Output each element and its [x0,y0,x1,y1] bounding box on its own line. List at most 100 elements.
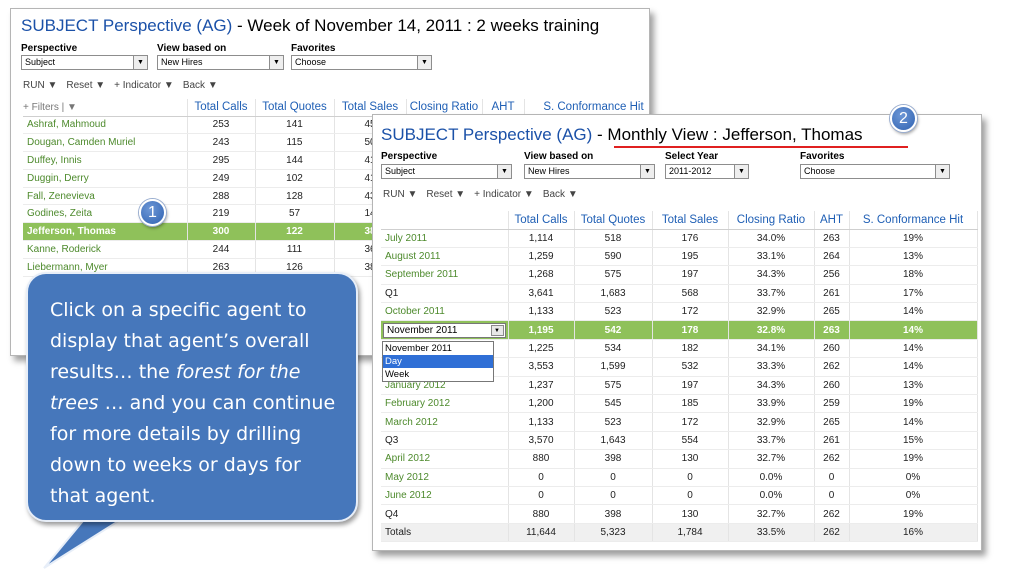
run-button[interactable]: RUN ▼ [23,80,58,91]
column-header[interactable]: Total Quotes [574,211,653,230]
period-row[interactable]: November 2011 ▼ 1,195 542 178 32.8% 263 14% [381,320,978,340]
column-header[interactable]: S. Conformance Hit [849,211,978,230]
total-calls-cell: 249 [187,169,256,188]
total-calls-cell: 11,644 [508,523,575,543]
totals-row[interactable]: Totals 11,644 5,323 1,784 33.5% 262 16% [381,523,978,543]
aht-cell: 261 [814,284,850,304]
conformance-cell: 18% [849,265,978,285]
column-header[interactable]: Total Sales [652,211,729,230]
aht-cell: 256 [814,265,850,285]
period-row[interactable]: January 2012 1,237 575 197 34.3% 260 13% [381,376,978,396]
period-row[interactable]: June 2012 0 0 0 0.0% 0 0% [381,486,978,506]
window2-title: SUBJECT Perspective (AG) - Monthly View … [381,125,863,144]
column-header[interactable]: S. Conformance Hit [524,99,649,117]
title-underline [614,146,908,148]
column-header[interactable]: AHT [482,99,525,117]
chevron-down-icon[interactable]: ▼ [490,324,504,336]
total-sales-cell: 532 [652,357,729,377]
period-dropdown-menu[interactable]: November 2011 Day Week [382,341,494,382]
column-header[interactable]: Total Quotes [255,99,335,117]
closing-ratio-cell: 33.5% [728,523,815,543]
total-quotes-cell: 144 [255,151,335,170]
total-calls-cell: 300 [187,222,256,242]
period-row[interactable]: March 2012 1,133 523 172 32.9% 265 14% [381,412,978,432]
column-header[interactable]: Total Sales [334,99,407,117]
column-header[interactable]: AHT [814,211,850,230]
monthly-table: Total Calls Total Quotes Total Sales Clo… [381,211,978,543]
filters-button[interactable]: + Filters | ▼ [23,99,188,117]
total-sales-cell: 1,784 [652,523,729,543]
total-calls-cell: 1,259 [508,247,575,267]
aht-cell: 264 [814,247,850,267]
conformance-cell: 19% [849,504,978,524]
favorites-select[interactable]: Choose ▼ [800,164,950,179]
perspective-select[interactable]: Subject ▼ [21,55,148,70]
perspective-select[interactable]: Subject ▼ [381,164,512,179]
total-calls-cell: 880 [508,449,575,469]
period-name: Totals [381,523,509,543]
favorites-select[interactable]: Choose ▼ [291,55,432,70]
total-calls-cell: 1,133 [508,412,575,432]
chevron-down-icon[interactable]: ▼ [497,165,511,178]
closing-ratio-cell: 32.8% [728,320,815,340]
total-calls-cell: 1,268 [508,265,575,285]
indicator-button[interactable]: + Indicator ▼ [114,80,174,91]
conformance-cell: 19% [849,229,978,248]
closing-ratio-cell: 32.7% [728,449,815,469]
window2-toolbar: RUN ▼ Reset ▼ + Indicator ▼ Back ▼ [383,189,587,200]
reset-button[interactable]: Reset ▼ [66,80,106,91]
chevron-down-icon[interactable]: ▼ [133,56,147,69]
period-row[interactable]: July 2011 1,114 518 176 34.0% 263 19% [381,229,978,248]
aht-cell: 265 [814,302,850,322]
chevron-down-icon[interactable]: ▼ [640,165,654,178]
total-quotes-cell: 590 [574,247,653,267]
period-name: October 2011 [381,302,509,322]
aht-cell: 262 [814,357,850,377]
total-quotes-cell: 398 [574,504,653,524]
column-header[interactable]: Total Calls [508,211,575,230]
select-year-select[interactable]: 2011-2012 ▼ [665,164,749,179]
step-badge-1: 1 [139,199,166,226]
closing-ratio-cell: 34.3% [728,376,815,396]
period-row[interactable]: May 2012 0 0 0 0.0% 0 0% [381,468,978,487]
period-row[interactable]: February 2012 1,200 545 185 33.9% 259 19% [381,394,978,414]
conformance-cell: 0% [849,486,978,506]
chevron-down-icon[interactable]: ▼ [269,56,283,69]
agent-name: Dougan, Camden Muriel [23,133,188,153]
total-calls-cell: 1,114 [508,229,575,248]
reset-button[interactable]: Reset ▼ [426,189,466,200]
period-row[interactable]: Q1 3,641 1,683 568 33.7% 261 17% [381,284,978,304]
period-select[interactable]: November 2011 ▼ [383,322,506,338]
indicator-button[interactable]: + Indicator ▼ [474,189,534,200]
period-row[interactable]: Q3 3,570 1,643 554 33.7% 261 15% [381,431,978,451]
conformance-cell: 14% [849,412,978,432]
dropdown-option-day[interactable]: Day [383,355,493,368]
period-row[interactable]: April 2012 880 398 130 32.7% 262 19% [381,449,978,469]
period-name: Q3 [381,431,509,451]
view-based-on-select[interactable]: New Hires ▼ [157,55,284,70]
column-header[interactable]: Closing Ratio [728,211,815,230]
period-name: April 2012 [381,449,509,469]
aht-cell: 265 [814,412,850,432]
period-row[interactable]: August 2011 1,259 590 195 33.1% 264 13% [381,247,978,267]
column-header[interactable]: Total Calls [187,99,256,117]
dropdown-option-week[interactable]: Week [385,369,410,380]
total-sales-cell: 0 [652,468,729,487]
total-quotes-cell: 575 [574,376,653,396]
chevron-down-icon[interactable]: ▼ [935,165,949,178]
total-quotes-cell: 111 [255,240,335,259]
period-row[interactable]: October 2011 1,133 523 172 32.9% 265 14% [381,302,978,322]
aht-cell: 260 [814,339,850,359]
dropdown-option-month[interactable]: November 2011 [385,343,452,354]
conformance-cell: 14% [849,320,978,340]
view-based-on-select[interactable]: New Hires ▼ [524,164,655,179]
back-button[interactable]: Back ▼ [182,80,218,91]
run-button[interactable]: RUN ▼ [383,189,418,200]
aht-cell: 260 [814,376,850,396]
chevron-down-icon[interactable]: ▼ [734,165,748,178]
period-row[interactable]: Q4 880 398 130 32.7% 262 19% [381,504,978,524]
chevron-down-icon[interactable]: ▼ [417,56,431,69]
total-quotes-cell: 1,683 [574,284,653,304]
period-row[interactable]: September 2011 1,268 575 197 34.3% 256 18% [381,265,978,285]
back-button[interactable]: Back ▼ [542,189,578,200]
